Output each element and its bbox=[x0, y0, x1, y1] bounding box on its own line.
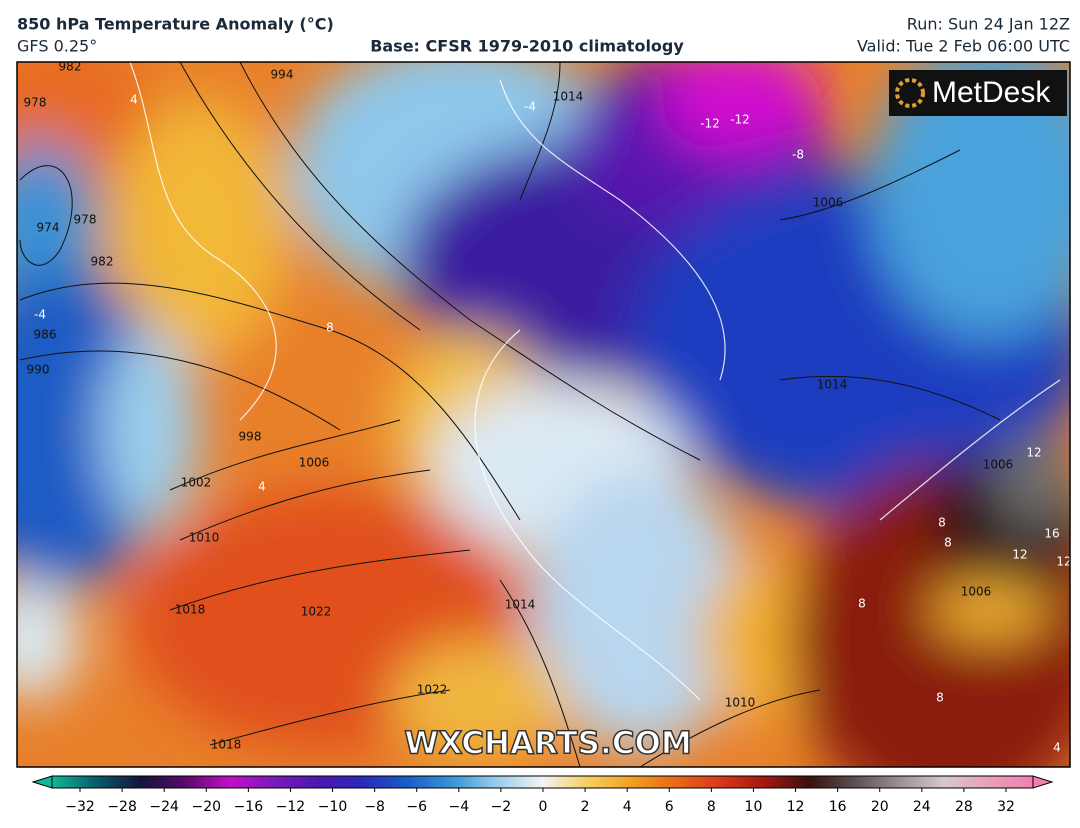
isobar-label: 982 bbox=[91, 255, 114, 269]
isobar-label: 982 bbox=[59, 60, 82, 74]
isobar-label: 1010 bbox=[725, 696, 756, 710]
anomaly-label: 8 bbox=[944, 536, 952, 550]
anomaly-label: 8 bbox=[858, 597, 866, 611]
colorbar-tick-label: −16 bbox=[234, 799, 264, 815]
colorbar-tick-label: 8 bbox=[707, 799, 716, 815]
isobar-label: 1006 bbox=[299, 456, 330, 470]
colorbar-tick-label: −12 bbox=[276, 799, 306, 815]
anomaly-label: 4 bbox=[130, 93, 138, 107]
colorbar-bar bbox=[51, 775, 1034, 789]
anomaly-label: -4 bbox=[34, 308, 46, 322]
isobar-label: 1002 bbox=[181, 476, 212, 490]
isobar-label: 1018 bbox=[175, 603, 206, 617]
anomaly-label: 4 bbox=[258, 480, 266, 494]
colorbar-tick-label: 24 bbox=[913, 799, 931, 815]
map: 982 978 974 978 982 986 990 994 998 1002 1006 1010 1… bbox=[17, 60, 1071, 767]
colorbar-tick-label: −28 bbox=[107, 799, 137, 815]
isobar-label: 1014 bbox=[505, 598, 536, 612]
anomaly-label: -4 bbox=[524, 100, 536, 114]
isobar-label: 1018 bbox=[211, 738, 242, 752]
isobar-label: 978 bbox=[24, 96, 47, 110]
colorbar-tick-label: 32 bbox=[997, 799, 1015, 815]
valid: Valid: Tue 2 Feb 06:00 UTC bbox=[857, 37, 1070, 56]
colorbar-tick-label: −24 bbox=[149, 799, 179, 815]
isobar-label: 1014 bbox=[553, 90, 584, 104]
colorbar-low-end bbox=[31, 775, 53, 789]
colorbar-tick-label: 4 bbox=[623, 799, 632, 815]
isobar-label: 978 bbox=[74, 213, 97, 227]
colorbar-tick-label: 0 bbox=[539, 799, 548, 815]
isobar-label: 1022 bbox=[301, 605, 332, 619]
anomaly-label: -12 bbox=[700, 117, 720, 131]
isobar-label: 974 bbox=[37, 221, 60, 235]
isobar-label: 1014 bbox=[817, 378, 848, 392]
logo-icon bbox=[895, 78, 925, 108]
isobar-label: 990 bbox=[27, 363, 50, 377]
colorbar-tick-label: 16 bbox=[829, 799, 847, 815]
anomaly-label: 12 bbox=[1026, 446, 1041, 460]
logo-box bbox=[889, 70, 1067, 116]
anomaly-label: 8 bbox=[326, 321, 334, 335]
model: GFS 0.25° bbox=[17, 37, 97, 56]
colorbar-tick-label: 28 bbox=[955, 799, 973, 815]
colorbar-tick-label: 6 bbox=[665, 799, 674, 815]
colorbar-tick-label: −4 bbox=[448, 799, 469, 815]
watermark: WXCHARTS.COM bbox=[404, 726, 691, 762]
colorbar-tick-label: 20 bbox=[871, 799, 889, 815]
colorbar-tick-label: −2 bbox=[491, 799, 512, 815]
anomaly-label: 12 bbox=[1012, 548, 1027, 562]
title: 850 hPa Temperature Anomaly (°C) bbox=[17, 15, 334, 34]
isobar-label: 1006 bbox=[983, 458, 1014, 472]
base: Base: CFSR 1979-2010 climatology bbox=[370, 37, 684, 56]
isobar-label: 994 bbox=[271, 68, 294, 82]
colorbar-tick-label: −6 bbox=[406, 799, 427, 815]
colorbar-tick-label: −10 bbox=[318, 799, 348, 815]
colorbar-high-end bbox=[1032, 775, 1054, 789]
colorbar-tick-label: 2 bbox=[581, 799, 590, 815]
isobar-label: 998 bbox=[239, 430, 262, 444]
anomaly-label: 16 bbox=[1044, 527, 1059, 541]
isobar-label: 1006 bbox=[813, 196, 844, 210]
colorbar-tick-label: 10 bbox=[745, 799, 763, 815]
anomaly-label: 8 bbox=[938, 516, 946, 530]
isobar-label: 1006 bbox=[961, 585, 992, 599]
colorbar-tick-label: −8 bbox=[364, 799, 385, 815]
colorbar-tick-label: 12 bbox=[787, 799, 805, 815]
anomaly-label: -8 bbox=[792, 148, 804, 162]
isobar-label: 1010 bbox=[189, 531, 220, 545]
isobar-label: 1022 bbox=[417, 683, 448, 697]
colorbar-tick-label: −32 bbox=[65, 799, 95, 815]
colorbar-tick-label: −20 bbox=[191, 799, 221, 815]
colorbar: −32 −28 −24 −20 −16 −12 −10 −8 −6 −4 −2 0 2 4 6 8 10 12 16… bbox=[31, 775, 1054, 815]
map-frame bbox=[16, 61, 1071, 768]
anomaly-label: 12 bbox=[1056, 555, 1071, 569]
logo: MetDesk bbox=[932, 76, 1051, 109]
anomaly-label: 4 bbox=[1053, 741, 1061, 755]
run: Run: Sun 24 Jan 12Z bbox=[907, 15, 1070, 34]
anomaly-label: 8 bbox=[936, 691, 944, 705]
anomaly-label: -12 bbox=[730, 113, 750, 127]
isobar-label: 986 bbox=[34, 328, 57, 342]
